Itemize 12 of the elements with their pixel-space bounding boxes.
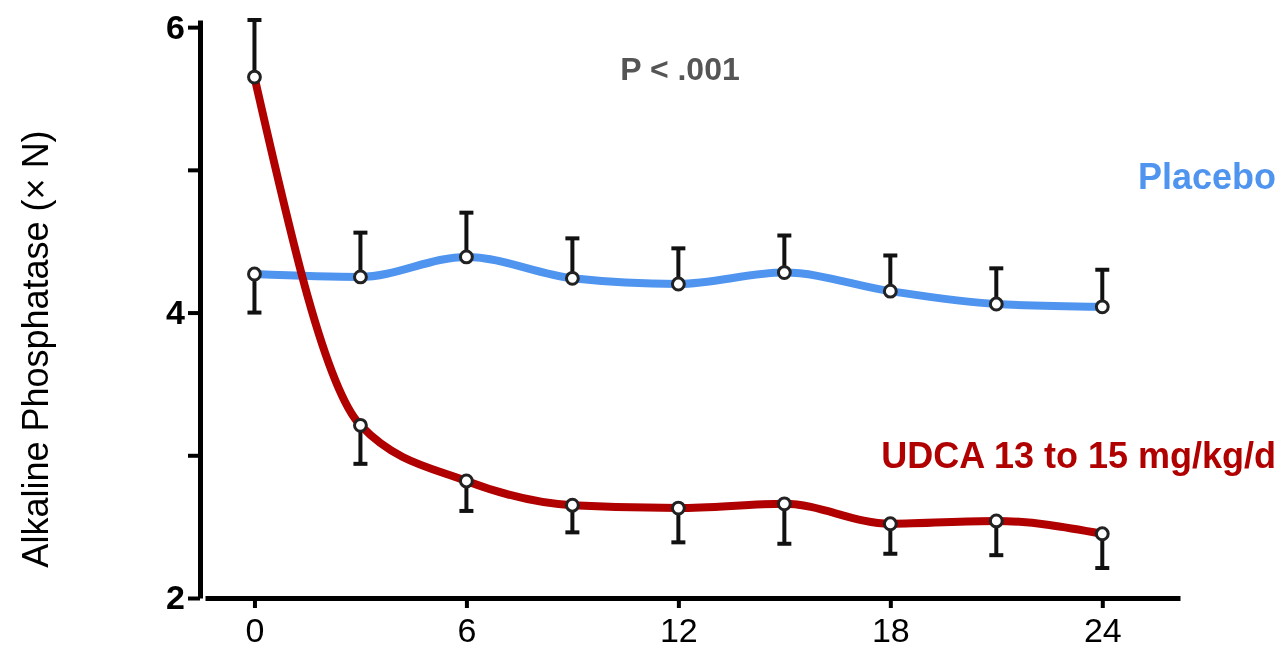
x-tick-label: 0: [245, 610, 265, 649]
annotation: P < .001: [620, 51, 740, 87]
y-tick-label: 4: [166, 292, 186, 331]
x-tick-label: 6: [457, 610, 477, 649]
y-tick-label: 6: [166, 7, 185, 46]
y-tick-label: 2: [166, 578, 185, 617]
x-tick-label: 12: [659, 610, 698, 649]
series-label: UDCA 13 to 15 mg/kg/d: [881, 434, 1276, 476]
x-tick-label: 24: [1083, 610, 1122, 649]
text: Placebo: [1137, 155, 1276, 197]
y-axis-title: Alkaline Phosphatase (× N): [15, 130, 56, 568]
x-tick-label: 18: [871, 610, 910, 649]
